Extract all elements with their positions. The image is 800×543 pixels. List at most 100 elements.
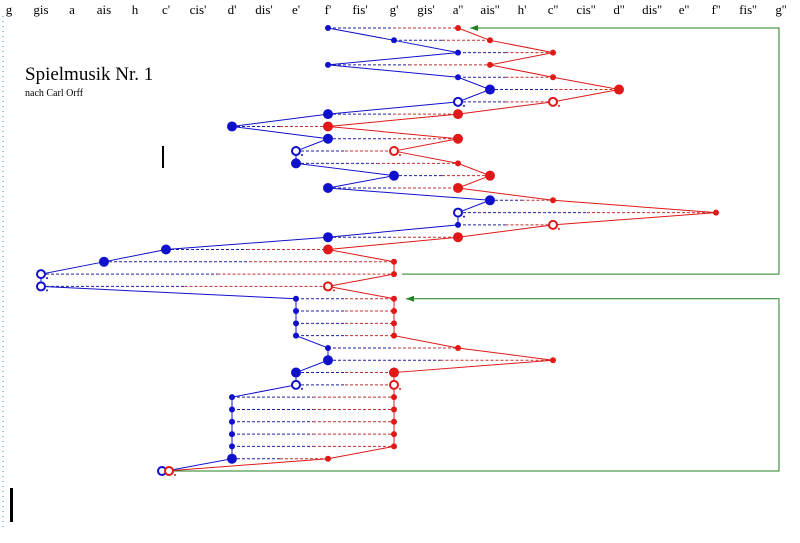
blue-note-small	[325, 61, 331, 68]
red-note-open	[164, 466, 174, 476]
red-note-small	[391, 431, 397, 438]
red-note-open	[548, 96, 558, 107]
red-note-small	[391, 308, 397, 315]
note-axis-label: g'	[390, 2, 399, 17]
repeat-arrow-line	[174, 298, 780, 472]
note-axis-label: fis'	[352, 2, 367, 17]
blue-note-open	[453, 96, 463, 107]
note-axis-label: dis'	[255, 2, 273, 17]
note-axis-label: gis	[33, 2, 48, 17]
blue-note-open	[291, 379, 301, 390]
note-axis-label: g''	[775, 2, 786, 17]
red-note-small	[391, 418, 397, 425]
red-note-small	[713, 209, 719, 216]
red-note-small	[550, 74, 556, 81]
insertion-cursor	[10, 488, 13, 522]
red-note-dot	[558, 227, 560, 230]
red-note-medium	[323, 121, 333, 132]
red-note-small	[455, 344, 461, 351]
red-note-medium	[453, 182, 463, 193]
red-note-dot	[399, 387, 401, 390]
blue-note-small	[293, 320, 299, 327]
red-note-medium	[389, 367, 399, 378]
blue-note-small	[325, 25, 331, 31]
note-axis-label: fis''	[739, 2, 757, 17]
red-note-dot	[399, 154, 401, 157]
red-note-open	[548, 219, 558, 230]
red-note-small	[455, 25, 461, 31]
pair-connectors	[41, 27, 716, 460]
red-note-small	[550, 197, 556, 204]
blue-note-open	[453, 207, 463, 218]
note-marks	[36, 25, 719, 476]
note-axis: g gis a ais h c' cis' d' dis' e' f' fis' g' gis' a'' ai…	[6, 2, 787, 17]
repeat-arrow-line	[402, 27, 780, 275]
blue-note-dot	[301, 154, 303, 157]
blue-note-small	[293, 308, 299, 315]
blue-note-medium	[323, 133, 333, 144]
red-note-medium	[614, 84, 624, 95]
blue-note-small	[325, 344, 331, 351]
blue-note-dot	[463, 215, 465, 218]
red-note-medium	[485, 170, 495, 181]
red-note-small	[391, 332, 397, 339]
red-note-open	[323, 281, 333, 292]
blue-note-medium	[227, 121, 237, 132]
note-axis-label: e'	[292, 2, 300, 17]
blue-note-medium	[291, 367, 301, 378]
blue-note-small	[229, 406, 235, 413]
blue-note-dot	[46, 277, 48, 280]
blue-note-open	[291, 146, 301, 157]
note-axis-label: g	[6, 2, 13, 17]
blue-note-medium	[323, 109, 333, 120]
red-note-small	[391, 394, 397, 401]
red-note-open	[389, 379, 399, 390]
red-note-small	[487, 61, 493, 68]
repeat-arrow-head	[406, 295, 414, 302]
note-axis-label: d''	[613, 2, 624, 17]
red-note-medium	[453, 133, 463, 144]
note-axis-label: c''	[548, 2, 558, 17]
blue-note-small	[229, 443, 235, 450]
red-note-small	[550, 357, 556, 364]
note-axis-label: cis''	[576, 2, 595, 17]
red-note-small	[391, 271, 397, 278]
note-axis-label: f''	[711, 2, 720, 17]
note-axis-label: dis''	[642, 2, 662, 17]
blue-note-medium	[485, 195, 495, 206]
blue-note-medium	[323, 355, 333, 366]
red-note-dot	[333, 289, 335, 292]
blue-note-small	[455, 74, 461, 81]
note-axis-label: c'	[162, 2, 170, 17]
red-note-small	[455, 160, 461, 167]
note-axis-label: e''	[679, 2, 689, 17]
text-cursor-mark	[162, 146, 164, 168]
note-axis-label: cis'	[190, 2, 207, 17]
note-axis-label: a	[69, 2, 75, 17]
blue-note-dot	[301, 387, 303, 390]
page-title: Spielmusik Nr. 1	[25, 64, 153, 85]
blue-voice-line	[40, 27, 492, 472]
red-note-medium	[323, 244, 333, 255]
note-axis-label: d'	[228, 2, 237, 17]
repeat-arrows	[174, 25, 780, 472]
red-note-open	[389, 146, 399, 157]
blue-note-medium	[99, 256, 109, 267]
blue-note-medium	[291, 158, 301, 169]
red-note-medium	[453, 232, 463, 243]
repeat-arrow-head	[470, 25, 478, 31]
red-note-small	[325, 455, 331, 462]
blue-note-medium	[323, 232, 333, 243]
blue-note-open	[36, 269, 46, 280]
blue-note-small	[455, 221, 461, 228]
blue-note-small	[455, 49, 461, 56]
blue-note-small	[229, 431, 235, 438]
red-note-medium	[453, 109, 463, 120]
blue-note-medium	[161, 244, 171, 255]
blue-note-small	[293, 295, 299, 302]
red-note-small	[391, 295, 397, 302]
voice-lines	[40, 27, 717, 472]
blue-note-medium	[389, 170, 399, 181]
blue-note-small	[229, 394, 235, 401]
